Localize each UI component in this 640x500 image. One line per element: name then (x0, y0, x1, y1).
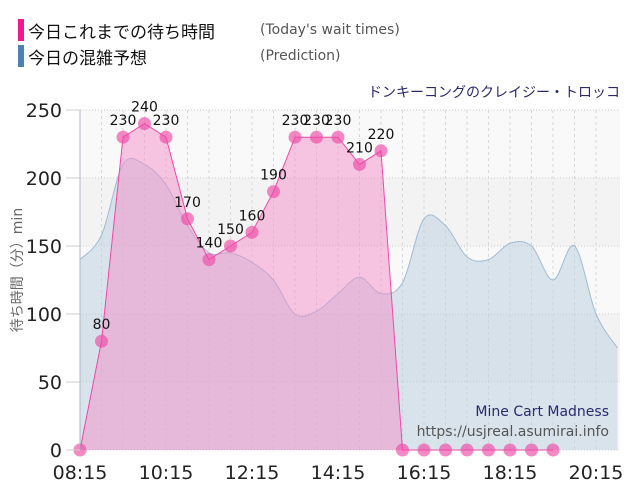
data-point (159, 130, 173, 144)
data-point (267, 185, 280, 199)
data-point (95, 334, 108, 348)
data-label: 80 (93, 317, 111, 333)
y-tick-label: 150 (26, 236, 62, 258)
data-point (460, 443, 474, 457)
y-tick-label: 200 (26, 168, 62, 190)
legend-label-ja: 今日の混雑予想 (28, 48, 147, 69)
data-label: 230 (282, 113, 309, 129)
legend-label-ja: 今日これまでの待ち時間 (28, 22, 215, 43)
data-label: 160 (239, 208, 266, 224)
data-label: 230 (303, 113, 330, 129)
data-label: 220 (368, 127, 395, 143)
legend-swatch-prediction (18, 45, 24, 67)
data-label: 230 (325, 113, 352, 129)
data-point (353, 157, 366, 171)
data-label: 230 (153, 113, 180, 129)
axes: 0 50 100 150 200 250 08:15 10:15 12:15 14:15 16:15… (26, 100, 624, 484)
y-tick-label: 50 (38, 372, 62, 394)
data-label: 140 (196, 236, 223, 252)
data-points: 8023024023017014015016019023023023021022… (73, 100, 560, 457)
data-point (417, 443, 431, 457)
x-tick-label: 20:15 (569, 462, 624, 484)
data-label: 230 (110, 113, 137, 129)
data-label: 190 (260, 168, 287, 184)
watermark-url: https://usjreal.asumirai.info (417, 424, 609, 440)
data-point (331, 130, 345, 144)
data-point (181, 212, 194, 226)
y-axis-label: 待ち時間（分）min (10, 208, 26, 332)
legend-item-prediction: 今日の混雑予想 (Prediction) (18, 44, 341, 69)
data-point (482, 443, 495, 457)
y-tick-label: 100 (26, 304, 62, 326)
data-point (439, 443, 452, 457)
data-label: 150 (217, 222, 244, 238)
data-point (224, 239, 237, 253)
x-tick-label: 16:15 (397, 462, 452, 484)
x-tick-label: 12:15 (225, 462, 280, 484)
ride-title: ドンキーコングのクレイジー・トロッコ (368, 85, 620, 101)
data-label: 170 (174, 195, 201, 211)
x-tick-label: 18:15 (483, 462, 538, 484)
y-tick-label: 250 (26, 100, 62, 122)
legend-label-en: (Today's wait times) (260, 22, 400, 38)
data-point (288, 130, 302, 144)
data-point (525, 443, 538, 457)
data-label: 240 (131, 100, 158, 116)
data-point (245, 225, 259, 239)
data-point (202, 253, 216, 267)
data-point (138, 117, 151, 131)
data-point (310, 130, 323, 144)
x-tick-label: 10:15 (139, 462, 194, 484)
y-tick-label: 0 (50, 440, 62, 462)
legend-item-today: 今日これまでの待ち時間 (Today's wait times) (18, 18, 400, 43)
today-area (80, 123, 553, 450)
x-tick-label: 14:15 (311, 462, 366, 484)
data-point (503, 443, 517, 457)
x-tick-label: 08:15 (53, 462, 108, 484)
data-label: 210 (346, 140, 373, 156)
data-point (116, 130, 130, 144)
legend-label-en: (Prediction) (260, 48, 341, 64)
watermark-name: Mine Cart Madness (475, 404, 609, 420)
data-point (374, 144, 388, 158)
data-point (396, 443, 409, 457)
legend-swatch-today (18, 19, 24, 41)
data-point (546, 443, 560, 457)
